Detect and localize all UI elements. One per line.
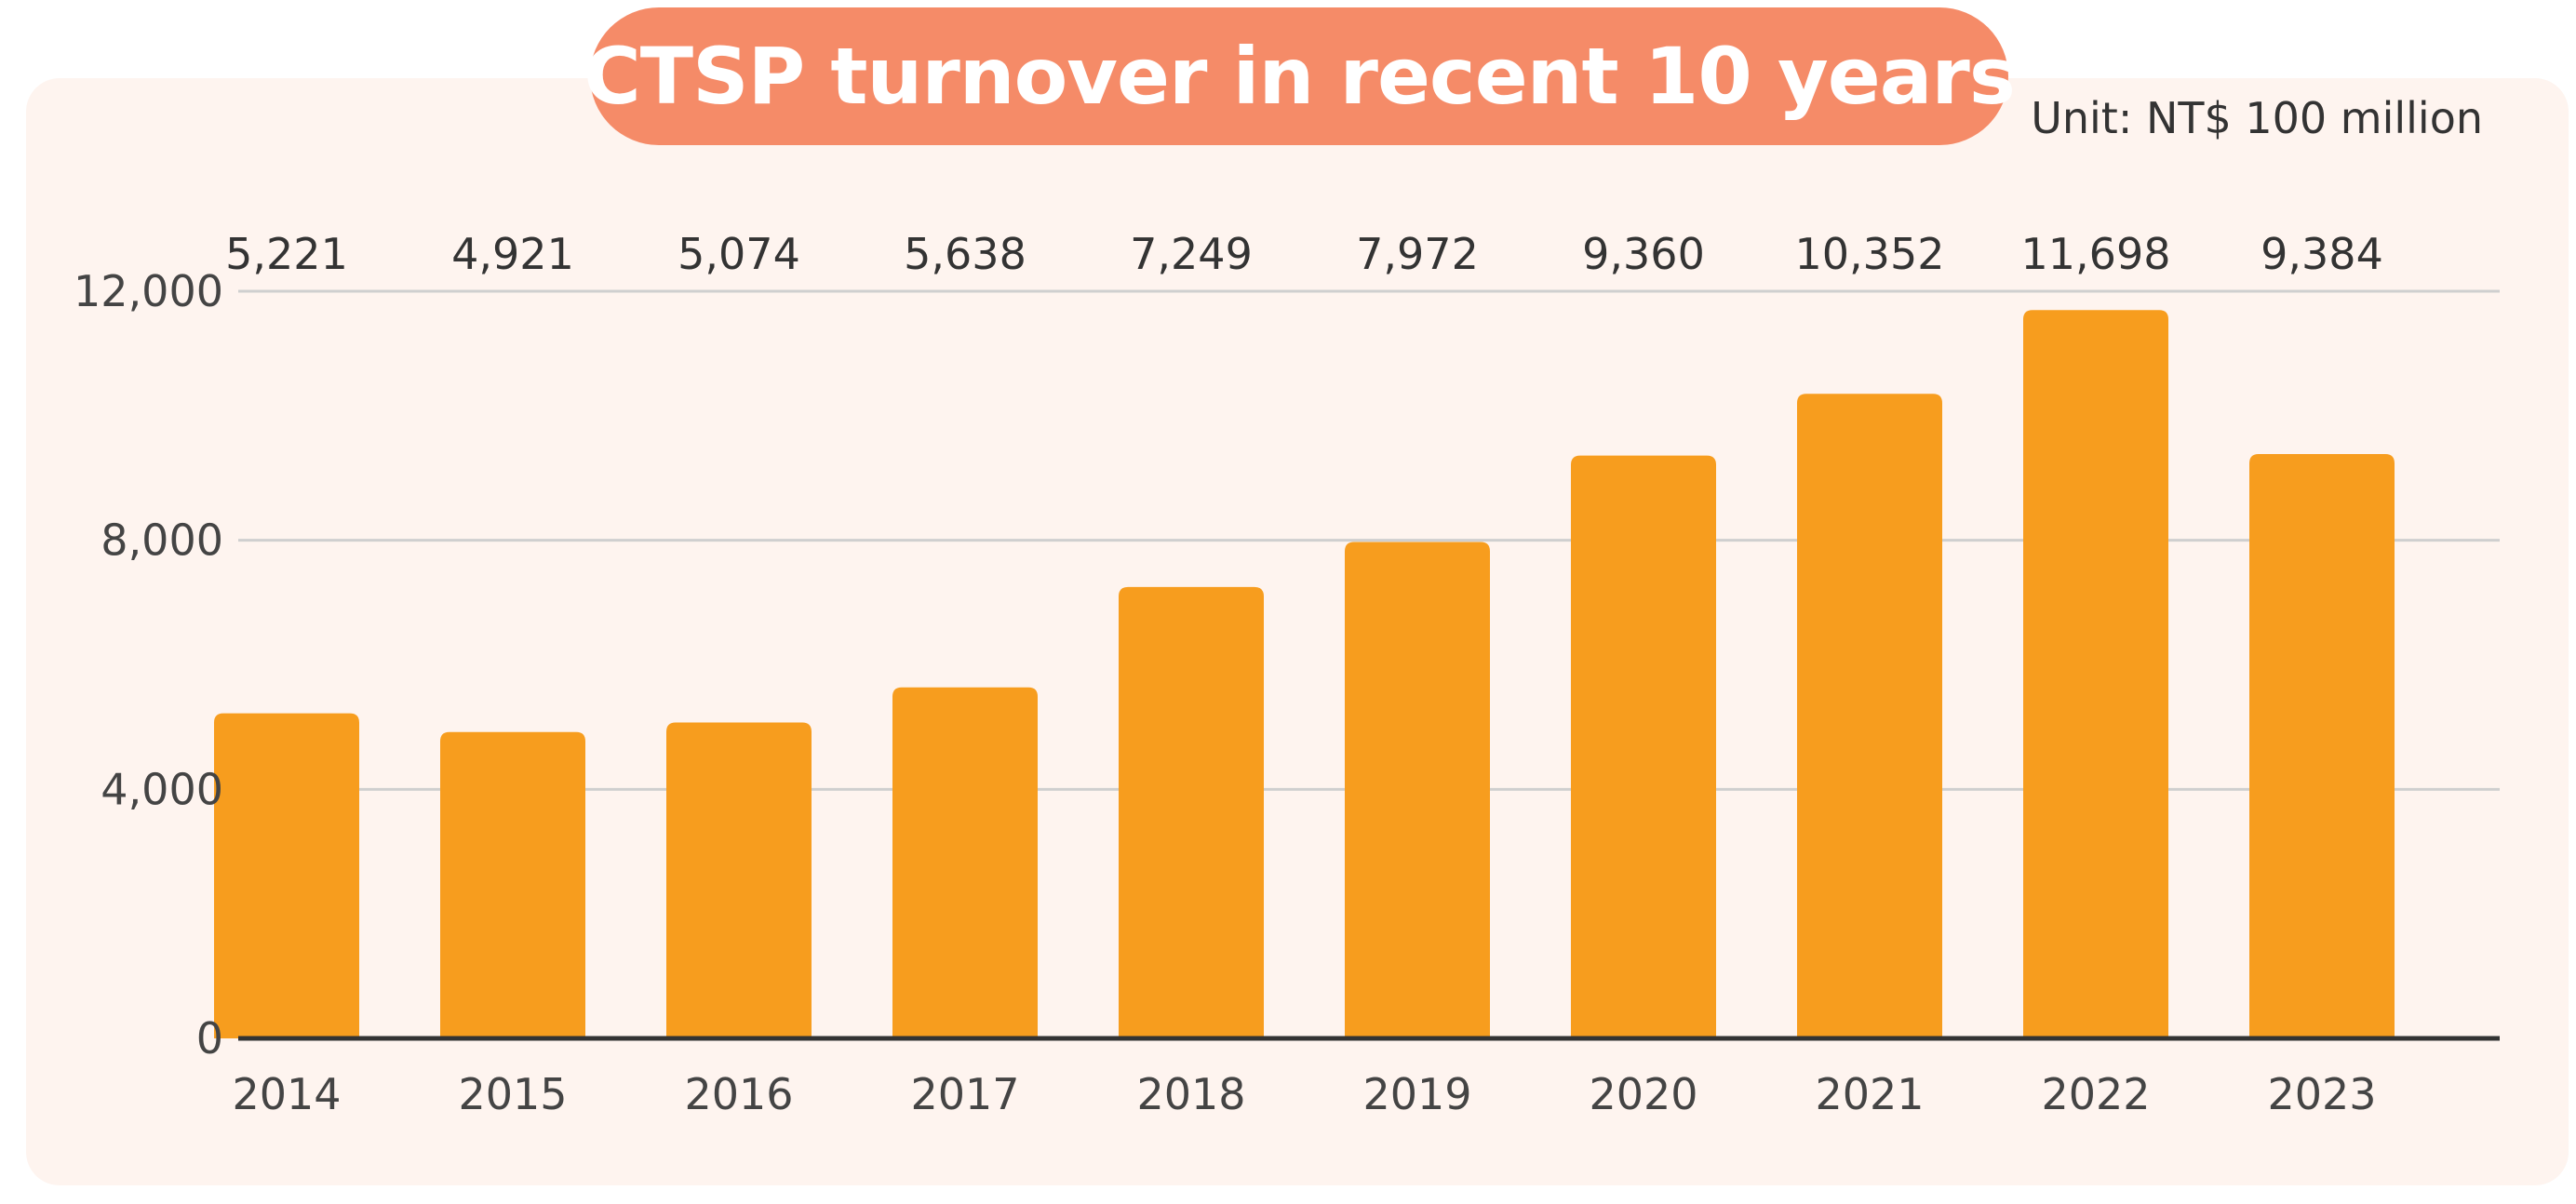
x-tick-label: 2014 [232,1069,341,1119]
bars [214,310,2395,1039]
x-tick-label: 2021 [1815,1069,1924,1119]
x-tick-labels: 2014 2015 2016 2017 2018 2019 2020 2021 2022 2023 [232,1069,2376,1119]
y-tick-label: 0 [196,1013,223,1064]
x-tick-label: 2018 [1136,1069,1245,1119]
bar-2015 [440,731,585,1038]
bar-2020 [1571,455,1716,1038]
value-label-2023: 9,384 [2261,229,2383,279]
x-tick-label: 2022 [2041,1069,2150,1119]
x-tick-label: 2019 [1362,1069,1471,1119]
bar-2018 [1119,586,1264,1038]
value-label-2020: 9,360 [1582,229,1705,279]
x-tick-label: 2017 [910,1069,1019,1119]
bar-2019 [1345,542,1490,1038]
y-tick-label: 12,000 [74,266,223,316]
value-label-2018: 7,249 [1130,229,1253,279]
value-label-2021: 10,352 [1795,229,1945,279]
y-tick-label: 4,000 [101,764,223,814]
value-labels: 5,221 4,921 5,074 5,638 7,249 7,972 9,360 10,35… [225,229,2383,279]
y-tick-label: 8,000 [101,515,223,566]
unit-label: Unit: NT$ 100 million [2031,93,2483,143]
bar-2022 [2023,310,2168,1038]
value-label-2015: 4,921 [451,229,574,279]
value-label-2016: 5,074 [678,229,800,279]
x-tick-label: 2015 [458,1069,567,1119]
value-label-2014: 5,221 [225,229,348,279]
value-label-2017: 5,638 [904,229,1026,279]
bar-2021 [1797,394,1942,1038]
bar-2016 [666,722,812,1038]
bar-2023 [2249,454,2395,1039]
value-label-2019: 7,972 [1356,229,1479,279]
bar-2017 [892,687,1038,1038]
x-tick-label: 2016 [684,1069,793,1119]
x-tick-label: 2023 [2267,1069,2376,1119]
y-tick-labels: 0 4,000 8,000 12,000 [74,266,223,1064]
x-tick-label: 2020 [1589,1069,1697,1119]
bar-2014 [214,713,359,1038]
value-label-2022: 11,698 [2021,229,2171,279]
chart-title: CTSP turnover in recent 10 years [584,7,2016,145]
